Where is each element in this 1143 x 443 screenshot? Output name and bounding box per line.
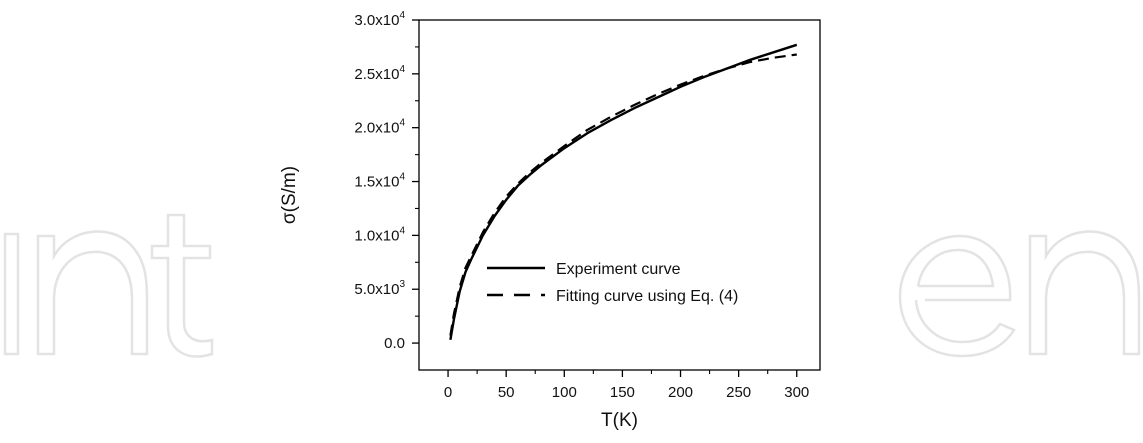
x-tick-label: 200: [668, 384, 693, 401]
legend-label: Experiment curve: [556, 261, 681, 278]
series-layer: [449, 43, 798, 341]
legend: Experiment curve Fitting curve using Eq. …: [487, 261, 738, 305]
x-axis-ticks: 0 50 100 150 200 250 300: [444, 370, 809, 401]
y-tick-label: 2.5x104: [354, 64, 405, 83]
y-tick-label: 1.5x104: [354, 172, 405, 191]
x-tick-label: 250: [726, 384, 751, 401]
y-tick-label: 0.0: [384, 335, 405, 352]
x-tick-label: 300: [784, 384, 809, 401]
y-tick-label: 3.0x104: [354, 10, 405, 29]
y-axis-ticks: 0.0 5.0x103 1.0x104 1.5x104 2.0x104 2.5x104 3.…: [354, 10, 419, 352]
y-tick-label: 1.0x104: [354, 225, 405, 244]
fitting-curve-line: [449, 53, 797, 336]
plot-frame: [418, 19, 821, 371]
x-tick-label: 50: [498, 384, 515, 401]
x-tick-label: 100: [552, 384, 577, 401]
watermark-letters: [3, 213, 1141, 358]
x-axis-title: T(K): [601, 410, 638, 431]
legend-label: Fitting curve using Eq. (4): [556, 288, 738, 305]
x-tick-label: 150: [610, 384, 635, 401]
y-axis-title: σ(S/m): [279, 166, 300, 224]
x-tick-label: 0: [444, 384, 452, 401]
plot-background: [419, 20, 820, 370]
y-tick-label: 2.0x104: [354, 118, 405, 137]
y-tick-label: 5.0x103: [354, 279, 405, 298]
